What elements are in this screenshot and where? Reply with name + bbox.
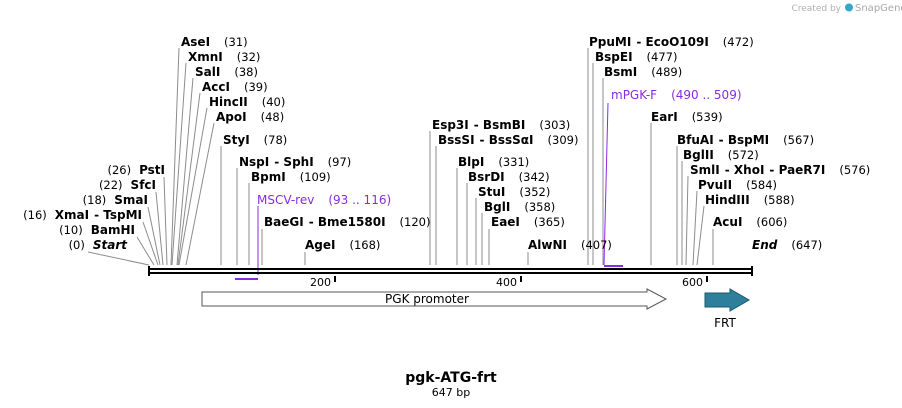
connector-xmai	[142, 221, 159, 266]
ruler-label-600: 600	[682, 276, 703, 289]
connector-hindiii	[696, 205, 705, 266]
enzyme-label-end: End (647)	[752, 238, 822, 252]
primer-label-mpgk-f: mPGK-F (490 .. 509)	[611, 88, 742, 102]
enzyme-label-esp3i: Esp3I - BsmBI (303)	[432, 118, 570, 132]
connector-apoi	[185, 122, 215, 266]
enzyme-label-bspei: BspEI (477)	[595, 50, 677, 64]
enzyme-label-bglii: BglII (572)	[683, 148, 759, 162]
connector-pvuii	[692, 190, 698, 266]
connector-start	[87, 251, 150, 266]
enzyme-label-sali: SalI (38)	[195, 65, 258, 79]
enzyme-label-bsssi: BssSI - BssSαI (309)	[438, 133, 578, 147]
sequence-backbone	[148, 266, 753, 276]
enzyme-label-nspi: NspI - SphI (97)	[239, 155, 351, 169]
enzyme-label-stui: StuI (352)	[478, 185, 550, 199]
connector-sali	[176, 77, 194, 266]
enzyme-labels: AseI (31) XmnI (32) SalI (38) AccI (39) Hinc…	[23, 35, 870, 252]
connector-hincii	[178, 107, 208, 266]
connector-smai	[147, 206, 161, 266]
primer-label-mscv-rev: MSCV-rev (93 .. 116)	[257, 193, 391, 207]
enzyme-label-styi: StyI (78)	[223, 133, 287, 147]
ruler-label-400: 400	[496, 276, 517, 289]
snapgene-credit: Created by SnapGene	[791, 3, 902, 14]
connector-acci	[177, 92, 201, 266]
enzyme-label-apoi: ApoI (48)	[216, 110, 284, 124]
construct-length: 647 bp	[432, 386, 470, 399]
connector-xmni	[171, 62, 187, 266]
enzyme-label-smai: (18) SmaI	[83, 193, 148, 207]
connector-sfci	[155, 191, 164, 266]
enzyme-label-eari: EarI (539)	[651, 110, 723, 124]
feature-frt-arrow	[704, 288, 750, 312]
ruler-label-200: 200	[310, 276, 331, 289]
enzyme-label-bfuai: BfuAI - BspMI (567)	[677, 133, 814, 147]
enzyme-label-alwni: AlwNI (407)	[528, 238, 612, 252]
enzyme-label-bsmi: BsmI (489)	[604, 65, 682, 79]
enzyme-label-start: (0) Start	[69, 238, 129, 252]
enzyme-label-bgli: BglI (358)	[484, 200, 555, 214]
enzyme-label-acci: AccI (39)	[202, 80, 268, 94]
enzyme-label-sfci: (22) SfcI	[99, 178, 156, 192]
credit-prefix: Created by	[791, 4, 841, 14]
enzyme-label-xmni: XmnI (32)	[188, 50, 260, 64]
enzyme-label-smli: SmlI - XhoI - PaeR7I (576)	[690, 163, 870, 177]
enzyme-label-xmai: (16) XmaI - TspMI	[23, 208, 142, 222]
enzyme-label-bsrdi: BsrDI (342)	[468, 170, 550, 184]
enzyme-label-bpmi: BpmI (109)	[251, 170, 331, 184]
snapgene-logo-icon	[845, 3, 853, 12]
enzyme-label-bamhi: (10) BamHI	[59, 223, 135, 237]
connector-bamhi	[136, 236, 155, 266]
enzyme-label-hincii: HincII (40)	[209, 95, 285, 109]
enzyme-label-pvuii: PvuII (584)	[698, 178, 777, 192]
feature-pgk-promoter-arrow	[201, 288, 668, 310]
site-connectors	[87, 47, 714, 266]
enzyme-label-baegi: BaeGI - Bme1580I (120)	[264, 215, 430, 229]
enzyme-label-acui: AcuI (606)	[713, 215, 787, 229]
enzyme-label-ppumi: PpuMI - EcoO109I (472)	[589, 35, 754, 49]
connector-asei	[170, 47, 180, 266]
enzyme-label-eaei: EaeI (365)	[491, 215, 565, 229]
ruler: 200 400 600	[310, 276, 708, 289]
enzyme-label-blpi: BlpI (331)	[458, 155, 529, 169]
enzyme-label-asei: AseI (31)	[181, 35, 248, 49]
feature-label-pgk-promoter: PGK promoter	[385, 292, 469, 306]
connector-psti	[163, 176, 168, 266]
enzyme-label-agei: AgeI (168)	[305, 238, 380, 252]
construct-title: pgk-ATG-frt	[405, 370, 497, 386]
feature-label-frt: FRT	[714, 316, 736, 330]
credit-brand: SnapGene	[855, 3, 902, 14]
enzyme-label-psti: (26) PstI	[107, 163, 165, 177]
connector-smli	[685, 175, 689, 266]
enzyme-label-hindiii: HindIII (588)	[705, 193, 795, 207]
connector-mpgk-f	[603, 102, 609, 266]
